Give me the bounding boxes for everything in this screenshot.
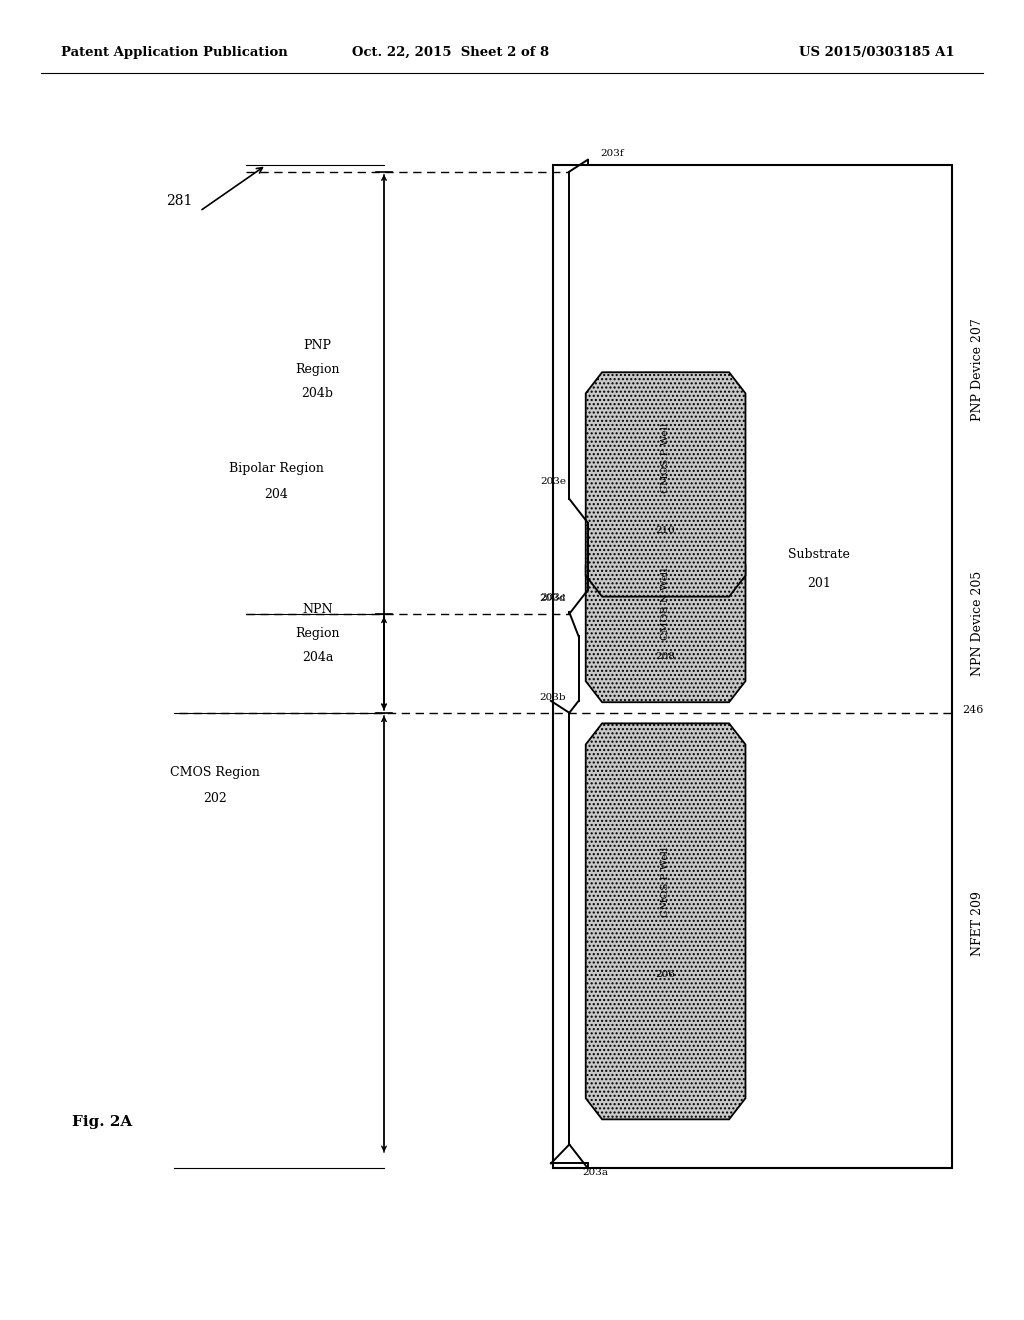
Text: NFET 209: NFET 209 [972, 891, 984, 957]
Polygon shape [586, 544, 745, 702]
Text: 203d: 203d [540, 594, 566, 603]
Text: 204a: 204a [302, 651, 333, 664]
Polygon shape [586, 372, 745, 597]
Text: US 2015/0303185 A1: US 2015/0303185 A1 [799, 46, 954, 59]
Text: 201: 201 [807, 577, 831, 590]
Text: CMOS P Well: CMOS P Well [662, 846, 670, 917]
Text: 203b: 203b [540, 693, 566, 702]
Text: NPN Device 205: NPN Device 205 [972, 570, 984, 676]
Polygon shape [586, 723, 745, 1119]
Text: 281: 281 [166, 194, 193, 207]
Text: CMOS N Well: CMOS N Well [662, 566, 670, 640]
Text: Fig. 2A: Fig. 2A [72, 1114, 132, 1129]
Text: 203a: 203a [583, 1168, 608, 1177]
Text: 208: 208 [655, 652, 676, 660]
Text: CMOS Region: CMOS Region [170, 766, 260, 779]
Text: 202: 202 [203, 792, 227, 805]
Text: Patent Application Publication: Patent Application Publication [61, 46, 288, 59]
Text: Oct. 22, 2015  Sheet 2 of 8: Oct. 22, 2015 Sheet 2 of 8 [352, 46, 549, 59]
Text: 246: 246 [963, 705, 984, 715]
Text: Bipolar Region: Bipolar Region [229, 462, 324, 475]
Text: CMOS P Well: CMOS P Well [662, 422, 670, 494]
Text: Region: Region [295, 627, 340, 640]
Text: 203f: 203f [600, 149, 624, 158]
Text: Substrate: Substrate [788, 548, 850, 561]
Text: 206: 206 [655, 970, 676, 978]
Text: 203e: 203e [541, 477, 566, 486]
Text: PNP: PNP [303, 339, 332, 352]
Text: 204b: 204b [301, 387, 334, 400]
Text: PNP Device 207: PNP Device 207 [972, 318, 984, 421]
Text: NPN: NPN [302, 603, 333, 616]
Bar [553, 165, 952, 1168]
Text: Region: Region [295, 363, 340, 376]
Text: 203c: 203c [541, 593, 566, 602]
Text: 204: 204 [264, 488, 289, 502]
Text: 210: 210 [655, 527, 676, 535]
